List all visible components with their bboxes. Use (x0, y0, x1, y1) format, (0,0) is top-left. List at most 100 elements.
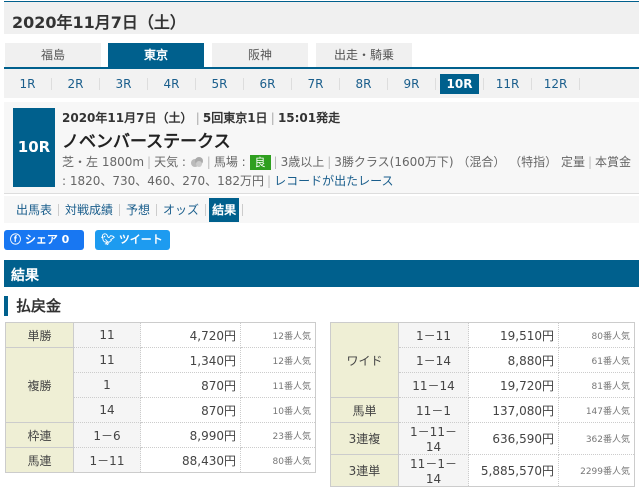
race-name: ノベンバーステークス (62, 132, 231, 152)
popularity: 2299番人気 (558, 454, 635, 487)
venue-tabs: 福島 東京 阪神 出走・騎乗 (4, 43, 639, 69)
race-tab-2R[interactable]: 2R (56, 74, 100, 94)
results-section-header: 結果 (4, 260, 639, 287)
payout-row: 3連単 11－1－14 5,885,570円 2299番人気 (330, 454, 635, 487)
race-number-nav: 1R 2R 3R 4R 5R 6R 7R 8R 9R 10R 11R 12R (4, 69, 639, 98)
bet-type: 馬連 (5, 447, 74, 473)
race-tab-12R[interactable]: 12R (536, 74, 580, 94)
bet-type: 複勝 (5, 347, 74, 423)
bet-type: ワイド (330, 322, 399, 398)
bet-type: 馬単 (330, 397, 399, 423)
tab-prediction[interactable]: 予想 (123, 198, 158, 222)
payout-table-left: 単勝 11 4,720円 12番人気 複勝 11 1,340円 12番人気 1 870円 11番人気… (5, 322, 316, 473)
race-date: 2020年11月7日（土） (62, 111, 193, 125)
race-subnav: 出馬表 対戦成績 予想 オッズ 結果 (4, 196, 639, 223)
page-date-title: 2020年11月7日（土） (4, 1, 639, 34)
popularity: 23番人気 (240, 422, 316, 448)
popularity: 12番人気 (240, 347, 316, 373)
payout-row: 複勝 11 1,340円 12番人気 (5, 347, 316, 423)
horse-numbers: 1－6 (73, 422, 141, 448)
race-tab-4R[interactable]: 4R (152, 74, 196, 94)
twitter-icon: 🐦︎ (101, 233, 115, 246)
weather-label: 天気 : (154, 155, 186, 169)
race-tab-8R[interactable]: 8R (344, 74, 388, 94)
tab-odds[interactable]: オッズ (160, 198, 207, 222)
race-kai: 5回東京1日 (202, 111, 268, 125)
race-info-panel (4, 102, 639, 194)
horse-numbers: 11－1 (398, 397, 469, 423)
race-tab-9R[interactable]: 9R (392, 74, 436, 94)
popularity: 80番人気 (558, 322, 635, 348)
tab-venue-hanshin[interactable]: 阪神 (212, 43, 308, 67)
popularity: 147番人気 (558, 397, 635, 423)
horse-numbers: 1－11－14 (398, 422, 469, 455)
payout-amount: 19,720円 (468, 372, 559, 398)
race-tab-1R[interactable]: 1R (8, 74, 52, 94)
payout-amount: 19,510円 (468, 322, 559, 348)
age-condition: 3歳以上 (280, 155, 325, 169)
payout-table-right: ワイド 1－11 19,510円 80番人気 1－14 8,880円 61番人気 11－14 1… (330, 322, 635, 487)
popularity: 80番人気 (240, 447, 316, 473)
course: 芝・左 1800m (62, 155, 145, 169)
baba-label: 馬場 : (213, 155, 246, 169)
race-conditions: 芝・左 1800m | 天気 : | 馬場 : 良 | 3歳以上 | 3勝クラス(1600万下… (62, 155, 632, 188)
popularity: 10番人気 (240, 397, 316, 423)
horse-numbers: 11－14 (398, 372, 469, 398)
horse-numbers: 11 (73, 347, 141, 373)
tab-venue-tokyo[interactable]: 東京 (108, 43, 204, 67)
race-tab-6R[interactable]: 6R (248, 74, 292, 94)
track-condition-badge: 良 (249, 155, 271, 170)
tweet-label: ツイート (118, 233, 163, 246)
prize-money: 本賞金 : 1820、730、460、270、182万円 (62, 155, 632, 188)
bet-type: 枠連 (5, 422, 74, 448)
bet-type: 3連複 (330, 422, 399, 455)
race-tab-3R[interactable]: 3R (104, 74, 148, 94)
payout-row: ワイド 1－11 19,510円 80番人気 (330, 322, 635, 398)
facebook-share-label: シェア 0 (24, 233, 70, 246)
horse-numbers: 1－14 (398, 347, 469, 373)
payout-amount: 5,885,570円 (468, 454, 559, 487)
payout-amount: 870円 (140, 397, 241, 423)
payout-amount: 8,880円 (468, 347, 559, 373)
tab-venue-fukushima[interactable]: 福島 (5, 43, 101, 67)
race-meta: 2020年11月7日（土） | 5回東京1日 | 15:01発走 (62, 111, 341, 125)
horse-numbers: 11－1－14 (398, 454, 469, 487)
facebook-icon: ⓕ (10, 233, 21, 246)
cloudy-icon (190, 156, 204, 173)
payout-row: 馬単 11－1 137,080円 147番人気 (330, 397, 635, 423)
payout-row: 14 870円 10番人気 (6, 397, 316, 423)
tab-results[interactable]: 結果 (209, 197, 244, 222)
tab-entries-jockeys[interactable]: 出走・騎乗 (316, 43, 412, 67)
payout-amount: 137,080円 (468, 397, 559, 423)
race-tab-11R[interactable]: 11R (488, 74, 532, 94)
payout-amount: 88,430円 (140, 447, 241, 473)
race-start-time: 15:01発走 (277, 111, 341, 125)
facebook-share-button[interactable]: ⓕ シェア 0 (4, 230, 84, 250)
payout-amount: 636,590円 (468, 422, 559, 455)
record-race-link[interactable]: レコードが出たレース (274, 174, 394, 188)
payout-amount: 870円 (140, 372, 241, 398)
payout-row: 1－14 8,880円 61番人気 (331, 347, 635, 373)
payout-heading: 払戻金 (4, 296, 61, 316)
bet-type: 3連単 (330, 454, 399, 487)
payout-amount: 8,990円 (140, 422, 241, 448)
horse-numbers: 1－11 (73, 447, 141, 473)
horse-numbers: 1 (73, 372, 141, 398)
popularity: 81番人気 (558, 372, 635, 398)
popularity: 12番人気 (240, 322, 316, 348)
race-tab-10R[interactable]: 10R (440, 73, 484, 94)
payout-row: 枠連 1－6 8,990円 23番人気 (5, 422, 316, 448)
payout-row: 馬連 1－11 88,430円 80番人気 (5, 447, 316, 473)
payout-amount: 1,340円 (140, 347, 241, 373)
race-tab-5R[interactable]: 5R (200, 74, 244, 94)
tab-shutuba[interactable]: 出馬表 (13, 198, 60, 222)
payout-row: 単勝 11 4,720円 12番人気 (5, 322, 316, 348)
payout-amount: 4,720円 (140, 322, 241, 348)
horse-numbers: 1－11 (398, 322, 469, 348)
tweet-button[interactable]: 🐦︎ ツイート (95, 230, 170, 250)
tab-head-to-head[interactable]: 対戦成績 (62, 198, 121, 222)
bet-type: 単勝 (5, 322, 74, 348)
popularity: 362番人気 (558, 422, 635, 455)
race-tab-7R[interactable]: 7R (296, 74, 340, 94)
popularity: 61番人気 (558, 347, 635, 373)
